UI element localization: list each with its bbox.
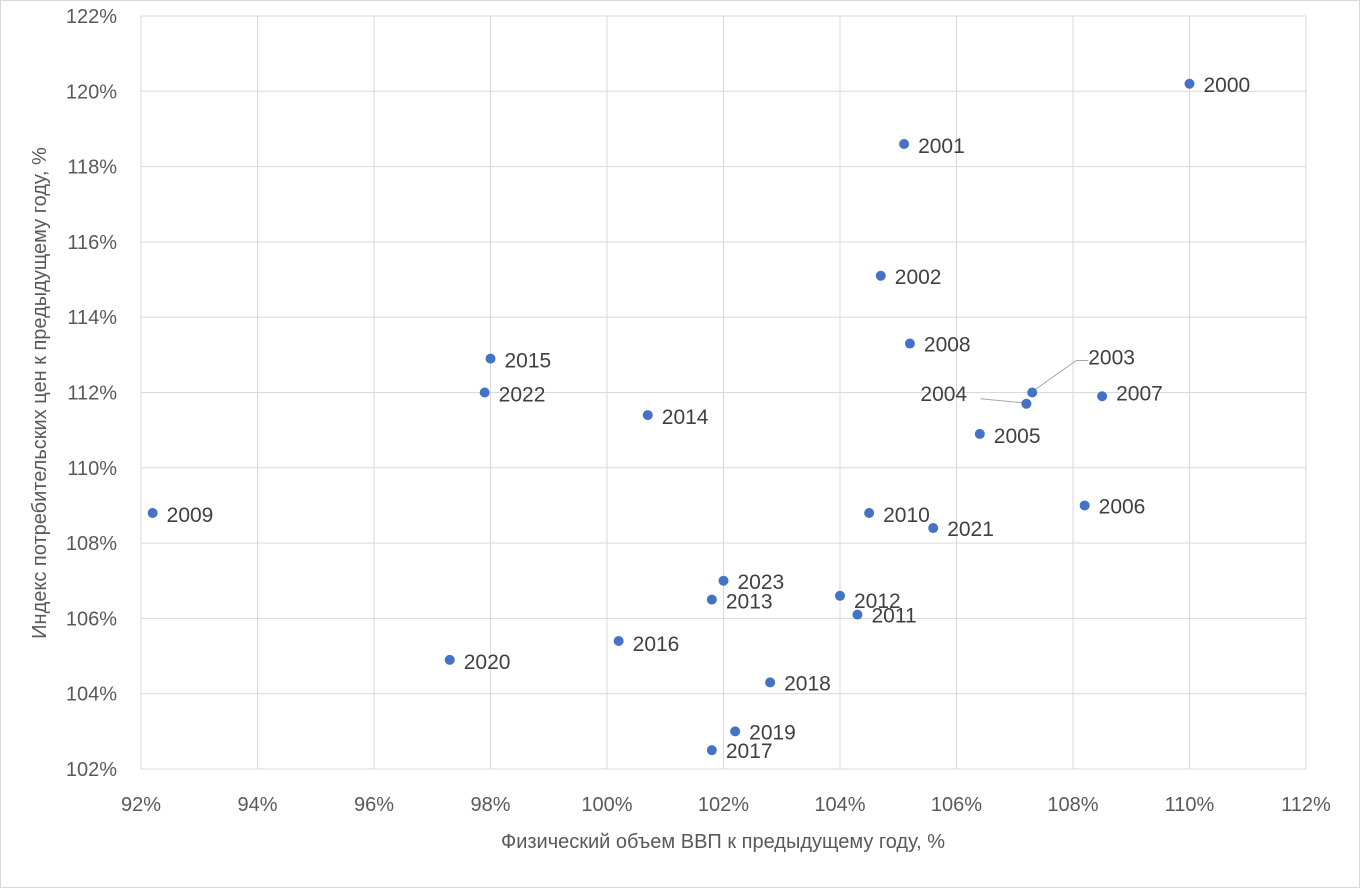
x-axis-title: Физический объем ВВП к предыдущему году,… [501,831,945,853]
data-point-2004 [1021,398,1032,409]
point-label-2010: 2010 [883,504,930,527]
data-point-2017 [706,745,717,756]
y-axis-title: Индекс потребительских цен к предыдущему… [29,147,51,639]
point-label-2005: 2005 [994,425,1041,448]
data-point-2002 [875,270,886,281]
y-tick-label: 110% [67,458,117,480]
data-point-2021 [928,523,939,534]
data-point-2005 [974,428,985,439]
data-point-2003 [1027,387,1038,398]
data-point-2009 [147,507,158,518]
y-tick-label: 118% [67,157,117,179]
point-label-2018: 2018 [784,672,831,695]
y-tick-label: 122% [66,6,117,28]
gridlines [140,15,1307,770]
point-label-2013: 2013 [726,591,773,614]
point-label-2019: 2019 [749,721,796,744]
data-point-2012 [835,590,845,601]
y-tick-label: 102% [66,759,117,781]
x-tick-label: 96% [354,794,394,816]
x-tick-label: 100% [581,794,632,816]
data-point-2022 [479,387,490,398]
point-label-2004: 2004 [920,383,967,406]
point-label-2001: 2001 [918,135,965,158]
x-tick-label: 104% [814,794,865,816]
data-point-2014 [642,410,653,421]
point-label-2011: 2011 [871,605,916,628]
x-tick-label: 102% [698,794,749,816]
y-tick-label: 112% [67,383,117,405]
point-label-2006: 2006 [1099,495,1146,518]
data-point-2016 [613,635,624,646]
point-label-2016: 2016 [633,633,680,656]
x-axis-ticks: 92% 94% 96% 98% 100% 102% 104% 106% 108% 110% 112% [121,794,1331,816]
data-point-2020 [444,654,455,665]
leader-lines [980,360,1089,404]
point-label-2003: 2003 [1088,347,1135,370]
point-label-2002: 2002 [895,266,942,289]
point-label-2000: 2000 [1204,74,1251,97]
point-label-2012: 2012 [854,590,901,613]
leader-line-2003 [1034,360,1089,390]
data-point-2010 [864,507,875,518]
data-point-2013 [706,594,717,605]
x-tick-label: 94% [237,794,277,816]
y-tick-label: 104% [66,684,117,706]
point-label-2009: 2009 [167,504,214,527]
x-tick-label: 92% [121,794,161,816]
data-point-2023 [718,575,729,586]
y-tick-label: 116% [67,232,117,254]
data-point-2006 [1079,500,1090,511]
data-point-2001 [899,139,910,150]
y-tick-label: 114% [67,307,117,329]
point-label-2014: 2014 [662,406,709,429]
point-label-2008: 2008 [924,334,971,357]
x-tick-label: 98% [470,794,510,816]
data-points [147,78,1195,756]
data-point-2015 [485,353,496,364]
point-label-2022: 2022 [499,384,546,407]
point-label-2015: 2015 [505,350,552,373]
data-point-2011 [852,609,863,620]
data-point-2019 [730,726,741,737]
point-label-2017: 2017 [726,740,773,763]
data-point-2008 [904,338,915,349]
y-tick-label: 108% [66,533,117,555]
x-tick-label: 112% [1281,794,1331,816]
leader-line-2004 [980,398,1023,404]
point-label-2007: 2007 [1116,382,1163,405]
point-labels: 2000 2001 2002 2003 2004 2005 2006 2007 2008 2009… [167,74,1251,763]
x-tick-label: 110% [1165,794,1215,816]
data-point-2018 [765,677,776,688]
point-label-2020: 2020 [464,651,511,674]
data-point-2007 [1097,391,1108,402]
y-axis-ticks: 102% 104% 106% 108% 110% 112% 114% 116% 118% 120%… [66,6,117,781]
point-label-2023: 2023 [738,571,785,594]
data-point-2000 [1184,78,1195,89]
point-label-2021: 2021 [947,518,994,541]
y-tick-label: 106% [66,608,117,630]
x-tick-label: 106% [931,794,982,816]
x-tick-label: 108% [1047,794,1098,816]
y-tick-label: 120% [66,81,117,103]
